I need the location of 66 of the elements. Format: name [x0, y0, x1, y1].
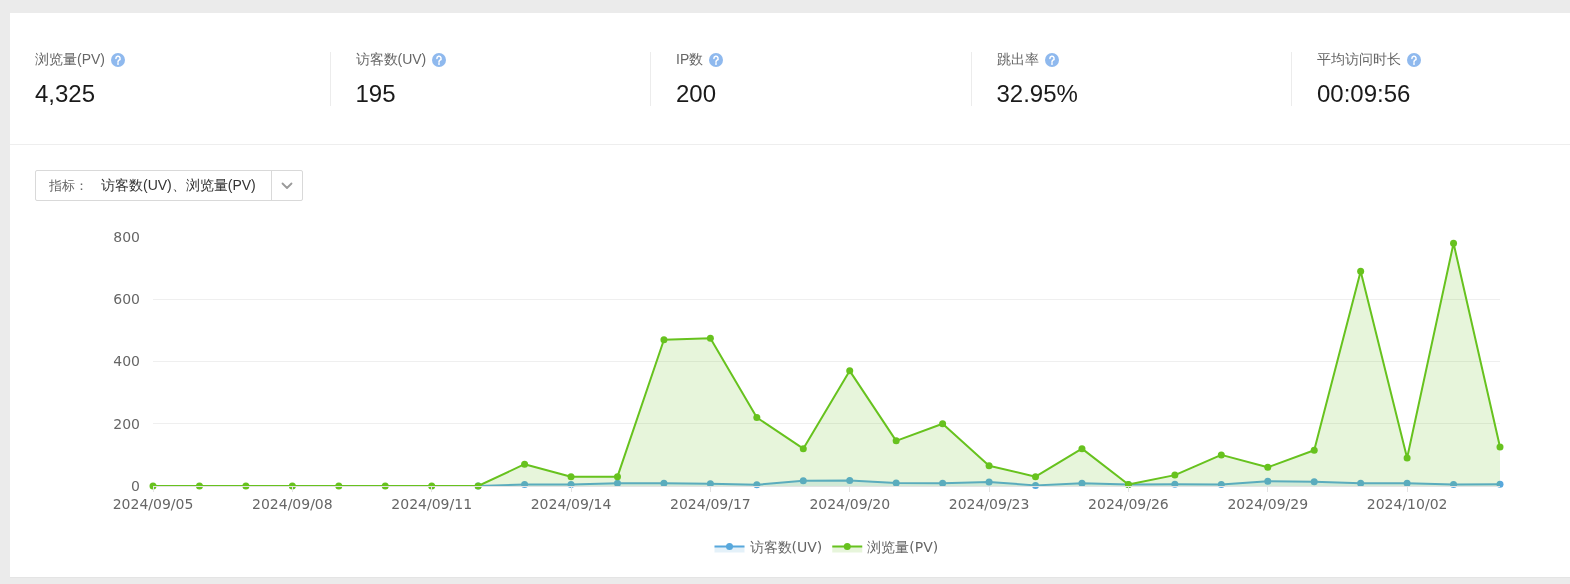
point: [521, 480, 529, 488]
point: [1217, 451, 1225, 459]
text: 00:09:56: [1317, 79, 1411, 109]
x-tick-label: 2024/09/26: [1088, 495, 1169, 512]
point: [660, 336, 668, 344]
y-tick-label: 0: [131, 477, 140, 494]
point: [1032, 473, 1040, 481]
point: [567, 473, 575, 481]
point: [939, 479, 947, 487]
text: 32.95%: [996, 79, 1078, 109]
point: [799, 445, 807, 453]
point: [753, 414, 761, 422]
point: [1357, 479, 1365, 487]
point: [1217, 480, 1225, 488]
point: [892, 479, 900, 487]
x-tick-label: 2024/09/11: [391, 495, 473, 512]
point: [846, 367, 854, 375]
point: [985, 462, 993, 470]
point: [1078, 479, 1086, 487]
point: [706, 334, 714, 342]
point: [1171, 471, 1179, 479]
y-tick-label: 200: [113, 415, 140, 432]
point: [1264, 477, 1272, 485]
text: 4,325: [35, 79, 96, 109]
point: [892, 437, 900, 445]
point: [1496, 480, 1504, 488]
text: 访客数(UV): [355, 51, 427, 69]
point: [1450, 480, 1458, 488]
text: 195: [355, 79, 396, 109]
point: [846, 476, 854, 484]
legend-label: 浏览量(PV): [867, 539, 939, 556]
y-tick-label: 600: [113, 291, 140, 308]
point: [1310, 478, 1318, 486]
point: [799, 477, 807, 485]
x-tick-label: 2024/09/23: [948, 495, 1030, 512]
point: [1496, 443, 1504, 451]
x-tick-label: 2024/10/02: [1366, 495, 1448, 512]
x-tick-label: 2024/09/29: [1227, 495, 1309, 512]
point: [613, 479, 621, 487]
text: IP数: [676, 51, 704, 69]
point: [660, 479, 668, 487]
point: [1403, 479, 1411, 487]
point: [1310, 446, 1318, 454]
point: [613, 473, 621, 481]
point: [1078, 445, 1086, 453]
point: [939, 420, 947, 428]
legend-label: 访客数(UV): [749, 539, 823, 556]
x-tick-label: 2024/09/08: [251, 495, 333, 512]
x-tick-label: 2024/09/20: [809, 495, 891, 512]
text: 200: [676, 79, 717, 109]
point: [1450, 239, 1458, 247]
point: [1357, 267, 1365, 275]
point: [1403, 454, 1411, 462]
point: [521, 460, 529, 468]
x-tick-label: 2024/09/05: [112, 495, 194, 512]
dropdown: 指标： 访客数(UV)、浏览量(PV): [35, 170, 303, 201]
text: 跳出率: [996, 51, 1039, 69]
point: [1264, 463, 1272, 471]
point: [706, 480, 714, 488]
y-tick-label: 400: [113, 353, 140, 370]
y-tick-label: 800: [113, 228, 140, 245]
x-tick-label: 2024/09/17: [670, 495, 751, 512]
text: 浏览量(PV): [35, 51, 105, 69]
point: [985, 478, 993, 486]
text: 平均访问时长: [1317, 51, 1401, 69]
x-tick-label: 2024/09/14: [530, 495, 612, 512]
